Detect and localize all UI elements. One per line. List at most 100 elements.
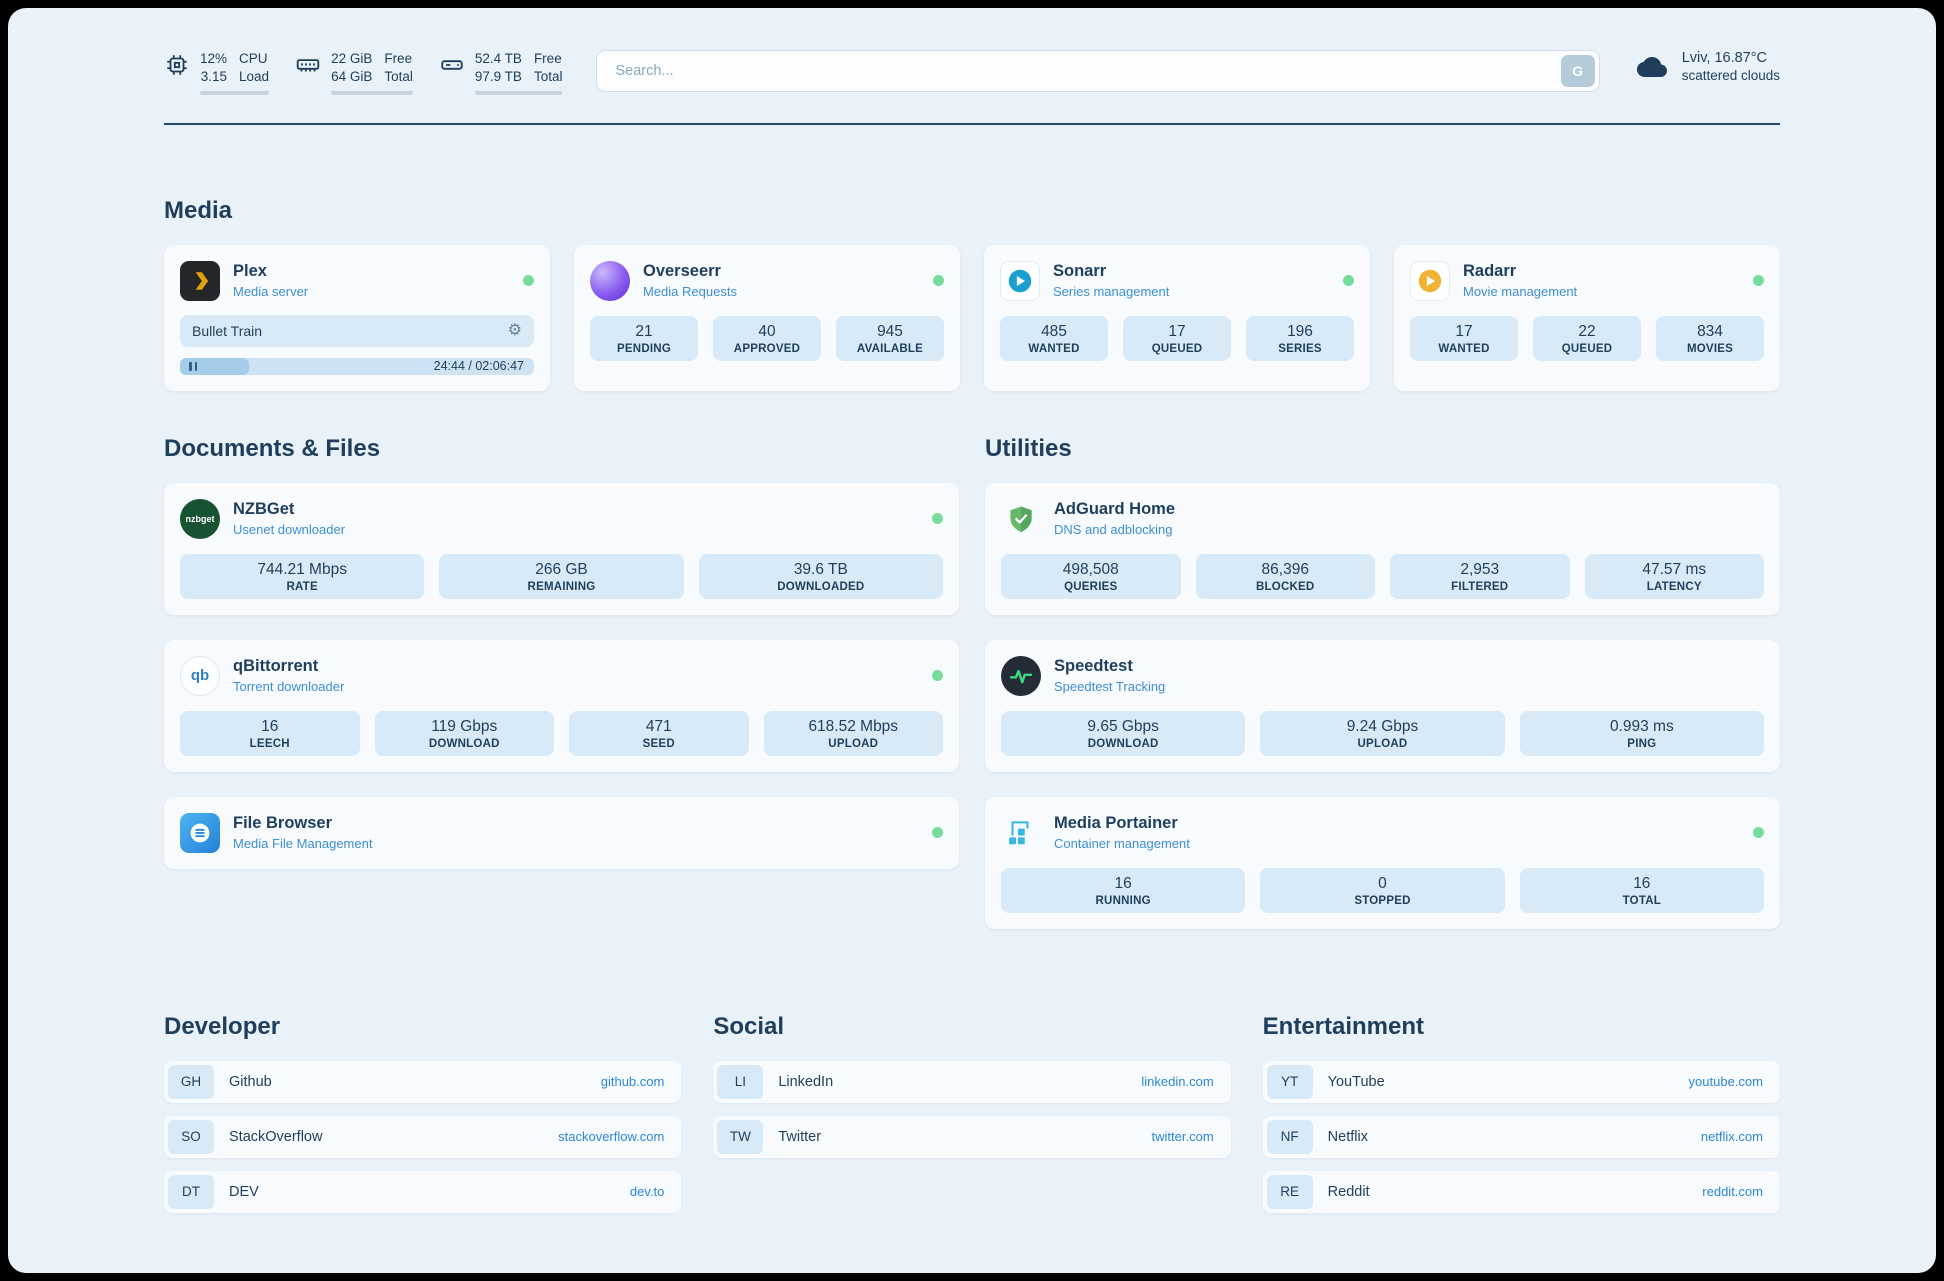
gear-icon[interactable]: ⚙ <box>507 321 522 339</box>
bookmark-name: Reddit <box>1327 1183 1370 1200</box>
service-name: NZBGet <box>233 500 295 519</box>
bookmark-abbr: DT <box>168 1174 214 1209</box>
playback-progress-bar[interactable]: 24:44 / 02:06:47 <box>180 357 534 375</box>
bookmark-name: Github <box>229 1073 272 1090</box>
service-card-speedtest[interactable]: Speedtest Speedtest Tracking 9.65 Gbps D… <box>985 639 1780 772</box>
stat-tile: 471 SEED <box>569 710 749 756</box>
service-subtitle: Movie management <box>1463 284 1578 300</box>
adguard-icon <box>1001 499 1041 539</box>
status-dot <box>523 275 534 287</box>
stat-tile: 17 QUEUED <box>1123 315 1231 361</box>
service-subtitle: Media Requests <box>643 284 737 300</box>
cpu-progress-bar <box>200 90 270 95</box>
service-card-qbittorrent[interactable]: qb qBittorrent Torrent downloader 16 LEE… <box>164 639 959 772</box>
service-name: AdGuard Home <box>1054 500 1176 519</box>
bookmark-github[interactable]: GH Github github.com <box>164 1060 682 1103</box>
stat-tile: 9.65 Gbps DOWNLOAD <box>1001 710 1246 756</box>
stat-tile: 618.52 Mbps UPLOAD <box>763 710 943 756</box>
service-card-nzbget[interactable]: nzbget NZBGet Usenet downloader 744.21 M… <box>164 482 959 615</box>
ram-progress-bar <box>331 90 413 95</box>
stat-tile: 86,396 BLOCKED <box>1195 553 1375 599</box>
stat-tile: 196 SERIES <box>1246 315 1354 361</box>
bookmark-dev[interactable]: DT DEV dev.to <box>164 1170 682 1213</box>
stat-tile: 16 TOTAL <box>1519 867 1764 913</box>
utilities-section-title: Utilities <box>985 434 1072 462</box>
service-card-radarr[interactable]: Radarr Movie management 17 WANTED 22 QUE… <box>1394 244 1780 391</box>
service-card-overseerr[interactable]: Overseerr Media Requests 21 PENDING 40 A… <box>574 244 960 391</box>
service-subtitle: Container management <box>1054 836 1190 852</box>
bookmark-stackoverflow[interactable]: SO StackOverflow stackoverflow.com <box>164 1115 682 1158</box>
bookmark-twitter[interactable]: TW Twitter twitter.com <box>713 1115 1231 1158</box>
bookmark-abbr: LI <box>717 1064 764 1099</box>
search-input[interactable] <box>596 50 1600 92</box>
bookmark-name: Twitter <box>778 1128 822 1145</box>
documents-section-title: Documents & Files <box>164 434 381 462</box>
bookmark-netflix[interactable]: NF Netflix netflix.com <box>1262 1115 1780 1158</box>
bookmark-youtube[interactable]: YT YouTube youtube.com <box>1262 1060 1780 1103</box>
service-name: File Browser <box>233 814 333 833</box>
search-provider-button[interactable]: G <box>1560 55 1595 87</box>
service-subtitle: Series management <box>1053 284 1170 300</box>
stat-tile: 0 STOPPED <box>1260 867 1505 913</box>
service-name: Plex <box>233 262 267 281</box>
service-card-filebrowser[interactable]: File Browser Media File Management <box>164 796 959 869</box>
bookmark-abbr: TW <box>717 1119 764 1154</box>
stat-tile: 0.993 ms PING <box>1519 710 1764 756</box>
service-card-sonarr[interactable]: Sonarr Series management 485 WANTED 17 Q… <box>984 244 1370 391</box>
bookmark-group-entertainment: Entertainment YT YouTube youtube.com NF … <box>1262 1013 1780 1213</box>
cpu-label: CPU <box>239 51 268 66</box>
service-name: Media Portainer <box>1054 814 1178 833</box>
cloud-icon <box>1636 56 1667 77</box>
service-name: Speedtest <box>1054 657 1133 676</box>
stat-tile: 744.21 Mbps RATE <box>180 553 425 599</box>
speedtest-icon <box>1001 655 1041 696</box>
dashboard-page: 12% CPU 3.15 Load 22 GiB <box>8 8 1936 1273</box>
stat-tile: 485 WANTED <box>1000 315 1108 361</box>
overseerr-icon <box>590 260 630 301</box>
bookmark-abbr: SO <box>168 1119 214 1154</box>
now-playing-row: Bullet Train ⚙ <box>180 314 534 347</box>
ram-total-label: Total <box>384 68 413 84</box>
cpu-icon <box>167 55 187 75</box>
qbittorrent-icon: qb <box>180 655 220 696</box>
bookmark-name: DEV <box>229 1183 259 1200</box>
bookmark-reddit[interactable]: RE Reddit reddit.com <box>1262 1170 1780 1213</box>
topbar: 12% CPU 3.15 Load 22 GiB <box>164 50 1780 95</box>
bookmark-url: stackoverflow.com <box>558 1129 665 1145</box>
stat-tile: 119 Gbps DOWNLOAD <box>374 710 554 756</box>
section-documents: Documents & Files nzbget NZBGet Usenet d… <box>164 435 959 929</box>
stat-tile: 498,508 QUERIES <box>1001 553 1181 599</box>
service-card-plex[interactable]: Plex Media server Bullet Train ⚙ 24:44 <box>164 244 550 391</box>
stat-tile: 16 LEECH <box>180 710 360 756</box>
bookmark-abbr: NF <box>1266 1119 1313 1154</box>
portainer-icon <box>1001 813 1041 853</box>
service-subtitle: Usenet downloader <box>233 522 346 538</box>
stat-tile: 40 APPROVED <box>713 315 821 361</box>
stat-tile: 47.57 ms LATENCY <box>1584 553 1764 599</box>
disk-total-label: Total <box>533 68 563 84</box>
status-dot <box>1753 827 1764 839</box>
bookmark-url: reddit.com <box>1702 1184 1763 1200</box>
stat-tile: 22 QUEUED <box>1533 315 1641 361</box>
service-card-adguard[interactable]: AdGuard Home DNS and adblocking 498,508 … <box>985 482 1780 615</box>
status-dot <box>1343 275 1354 287</box>
status-dot <box>1753 275 1764 287</box>
stat-tile: 21 PENDING <box>590 315 698 361</box>
bookmark-name: StackOverflow <box>229 1128 323 1145</box>
bookmark-linkedin[interactable]: LI LinkedIn linkedin.com <box>713 1060 1231 1103</box>
stat-tile: 2,953 FILTERED <box>1390 553 1570 599</box>
cpu-usage-value: 12% <box>200 51 228 66</box>
content-container: 12% CPU 3.15 Load 22 GiB <box>164 50 1780 1213</box>
ram-total-value: 64 GiB <box>331 68 373 84</box>
service-name: Radarr <box>1463 262 1517 281</box>
service-card-portainer[interactable]: Media Portainer Container management 16 … <box>985 796 1780 929</box>
bookmark-name: Netflix <box>1327 1128 1368 1145</box>
service-subtitle: Media File Management <box>233 836 373 852</box>
status-dot <box>932 670 943 682</box>
section-media: Media Plex Media server <box>164 197 1780 391</box>
social-section-title: Social <box>713 1012 785 1040</box>
cpu-resource-widget: 12% CPU 3.15 Load <box>164 50 270 95</box>
bookmark-abbr: GH <box>168 1064 214 1099</box>
weather-widget[interactable]: Lviv, 16.87°C scattered clouds <box>1634 50 1780 83</box>
ram-free-label: Free <box>384 51 413 66</box>
